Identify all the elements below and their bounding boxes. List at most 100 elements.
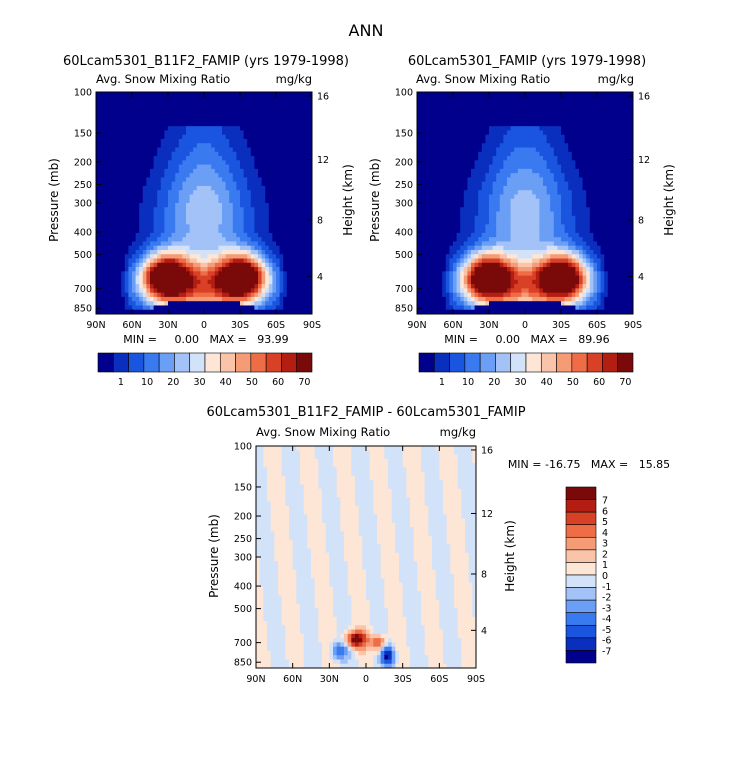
heatmap-cell xyxy=(286,215,291,221)
heatmap-cell xyxy=(103,211,108,217)
heatmap-cell xyxy=(276,211,280,217)
heatmap-cell xyxy=(467,271,472,276)
heatmap-cell xyxy=(254,292,259,298)
heatmap-cell xyxy=(236,117,241,123)
heatmap-cell xyxy=(453,245,457,251)
heatmap-cell xyxy=(427,292,432,298)
heatmap-cell xyxy=(204,271,208,276)
heatmap-cell xyxy=(139,177,144,183)
heatmap-cell xyxy=(218,215,223,221)
heatmap-cell xyxy=(218,185,223,191)
heatmap-cell xyxy=(514,203,519,208)
heatmap-cell xyxy=(240,258,244,264)
heatmap-cell xyxy=(304,258,309,264)
heatmap-cell xyxy=(460,207,465,212)
heatmap-cell xyxy=(453,207,457,212)
heatmap-cell xyxy=(463,168,468,174)
heatmap-cell xyxy=(254,143,259,148)
heatmap-cell xyxy=(471,284,475,289)
heatmap-cell xyxy=(499,305,504,311)
heatmap-cell xyxy=(106,241,111,247)
heatmap-cell xyxy=(250,279,255,285)
heatmap-cell xyxy=(207,292,212,298)
heatmap-cell xyxy=(168,296,172,302)
heatmap-cell xyxy=(168,288,172,294)
heatmap-cell xyxy=(178,117,183,123)
heatmap-cell xyxy=(254,109,259,114)
heatmap-cell xyxy=(481,100,486,106)
heatmap-cell xyxy=(489,194,493,200)
heatmap-cell xyxy=(283,130,288,136)
heatmap-cell xyxy=(135,100,140,106)
heatmap-cell xyxy=(99,249,104,255)
heatmap-cell xyxy=(99,190,104,195)
heatmap-cell xyxy=(424,203,429,208)
heatmap-cell xyxy=(485,177,490,183)
heatmap-cell xyxy=(265,258,270,264)
heatmap-cell xyxy=(453,130,457,136)
heatmap-cell xyxy=(276,160,280,165)
heatmap-cell xyxy=(297,147,302,153)
heatmap-cell xyxy=(539,147,544,153)
heatmap-cell xyxy=(435,254,439,259)
heatmap-cell xyxy=(254,301,259,306)
heatmap-cell xyxy=(445,121,450,127)
heatmap-cell xyxy=(297,258,302,264)
heatmap-cell xyxy=(286,134,291,140)
heatmap-cell xyxy=(261,215,266,221)
heatmap-cell xyxy=(222,258,226,264)
heatmap-cell xyxy=(171,203,176,208)
heatmap-cell xyxy=(139,138,144,144)
heatmap-cell xyxy=(294,279,298,285)
heatmap-cell xyxy=(99,134,104,140)
heatmap-cell xyxy=(196,309,201,315)
heatmap-cell xyxy=(286,207,291,212)
panel-2-units: mg/kg xyxy=(598,72,634,86)
heatmap-cell xyxy=(229,134,234,140)
heatmap-cell xyxy=(496,147,501,153)
heatmap-cell xyxy=(139,305,144,311)
heatmap-cell xyxy=(453,134,457,140)
heatmap-cell xyxy=(492,241,497,247)
heatmap-cell xyxy=(124,220,129,225)
heatmap-cell xyxy=(117,164,122,170)
heatmap-cell xyxy=(240,279,244,285)
heatmap-cell xyxy=(150,215,154,221)
heatmap-cell xyxy=(521,232,526,238)
heatmap-cell xyxy=(114,185,118,191)
heatmap-cell xyxy=(218,254,223,259)
heatmap-cell xyxy=(146,224,151,230)
heatmap-cell xyxy=(290,168,295,174)
heatmap-cell xyxy=(240,156,244,161)
heatmap-cell xyxy=(297,173,302,178)
heatmap-cell xyxy=(279,279,284,285)
heatmap-cell xyxy=(247,288,252,294)
heatmap-cell xyxy=(485,143,490,148)
heatmap-cell xyxy=(272,296,277,302)
heatmap-cell xyxy=(420,164,425,170)
heatmap-cell xyxy=(304,207,309,212)
heatmap-cell xyxy=(222,104,226,110)
heatmap-cell xyxy=(420,138,425,144)
heatmap-cell xyxy=(514,267,519,272)
heatmap-cell xyxy=(507,275,511,281)
heatmap-cell xyxy=(178,113,183,119)
heatmap-cell xyxy=(532,309,537,315)
heatmap-cell xyxy=(164,96,169,101)
heatmap-cell xyxy=(442,168,447,174)
heatmap-cell xyxy=(110,100,115,106)
heatmap-cell xyxy=(164,292,169,298)
heatmap-cell xyxy=(283,104,288,110)
heatmap-cell xyxy=(431,147,436,153)
heatmap-cell xyxy=(474,301,479,306)
heatmap-cell xyxy=(142,237,147,242)
heatmap-cell xyxy=(218,151,223,157)
heatmap-cell xyxy=(539,160,544,165)
heatmap-cell xyxy=(96,168,100,174)
heatmap-cell xyxy=(290,288,295,294)
heatmap-cell xyxy=(499,92,504,97)
heatmap-cell xyxy=(507,262,511,268)
heatmap-cell xyxy=(175,228,180,234)
heatmap-cell xyxy=(471,198,475,204)
heatmap-cell xyxy=(427,228,432,234)
